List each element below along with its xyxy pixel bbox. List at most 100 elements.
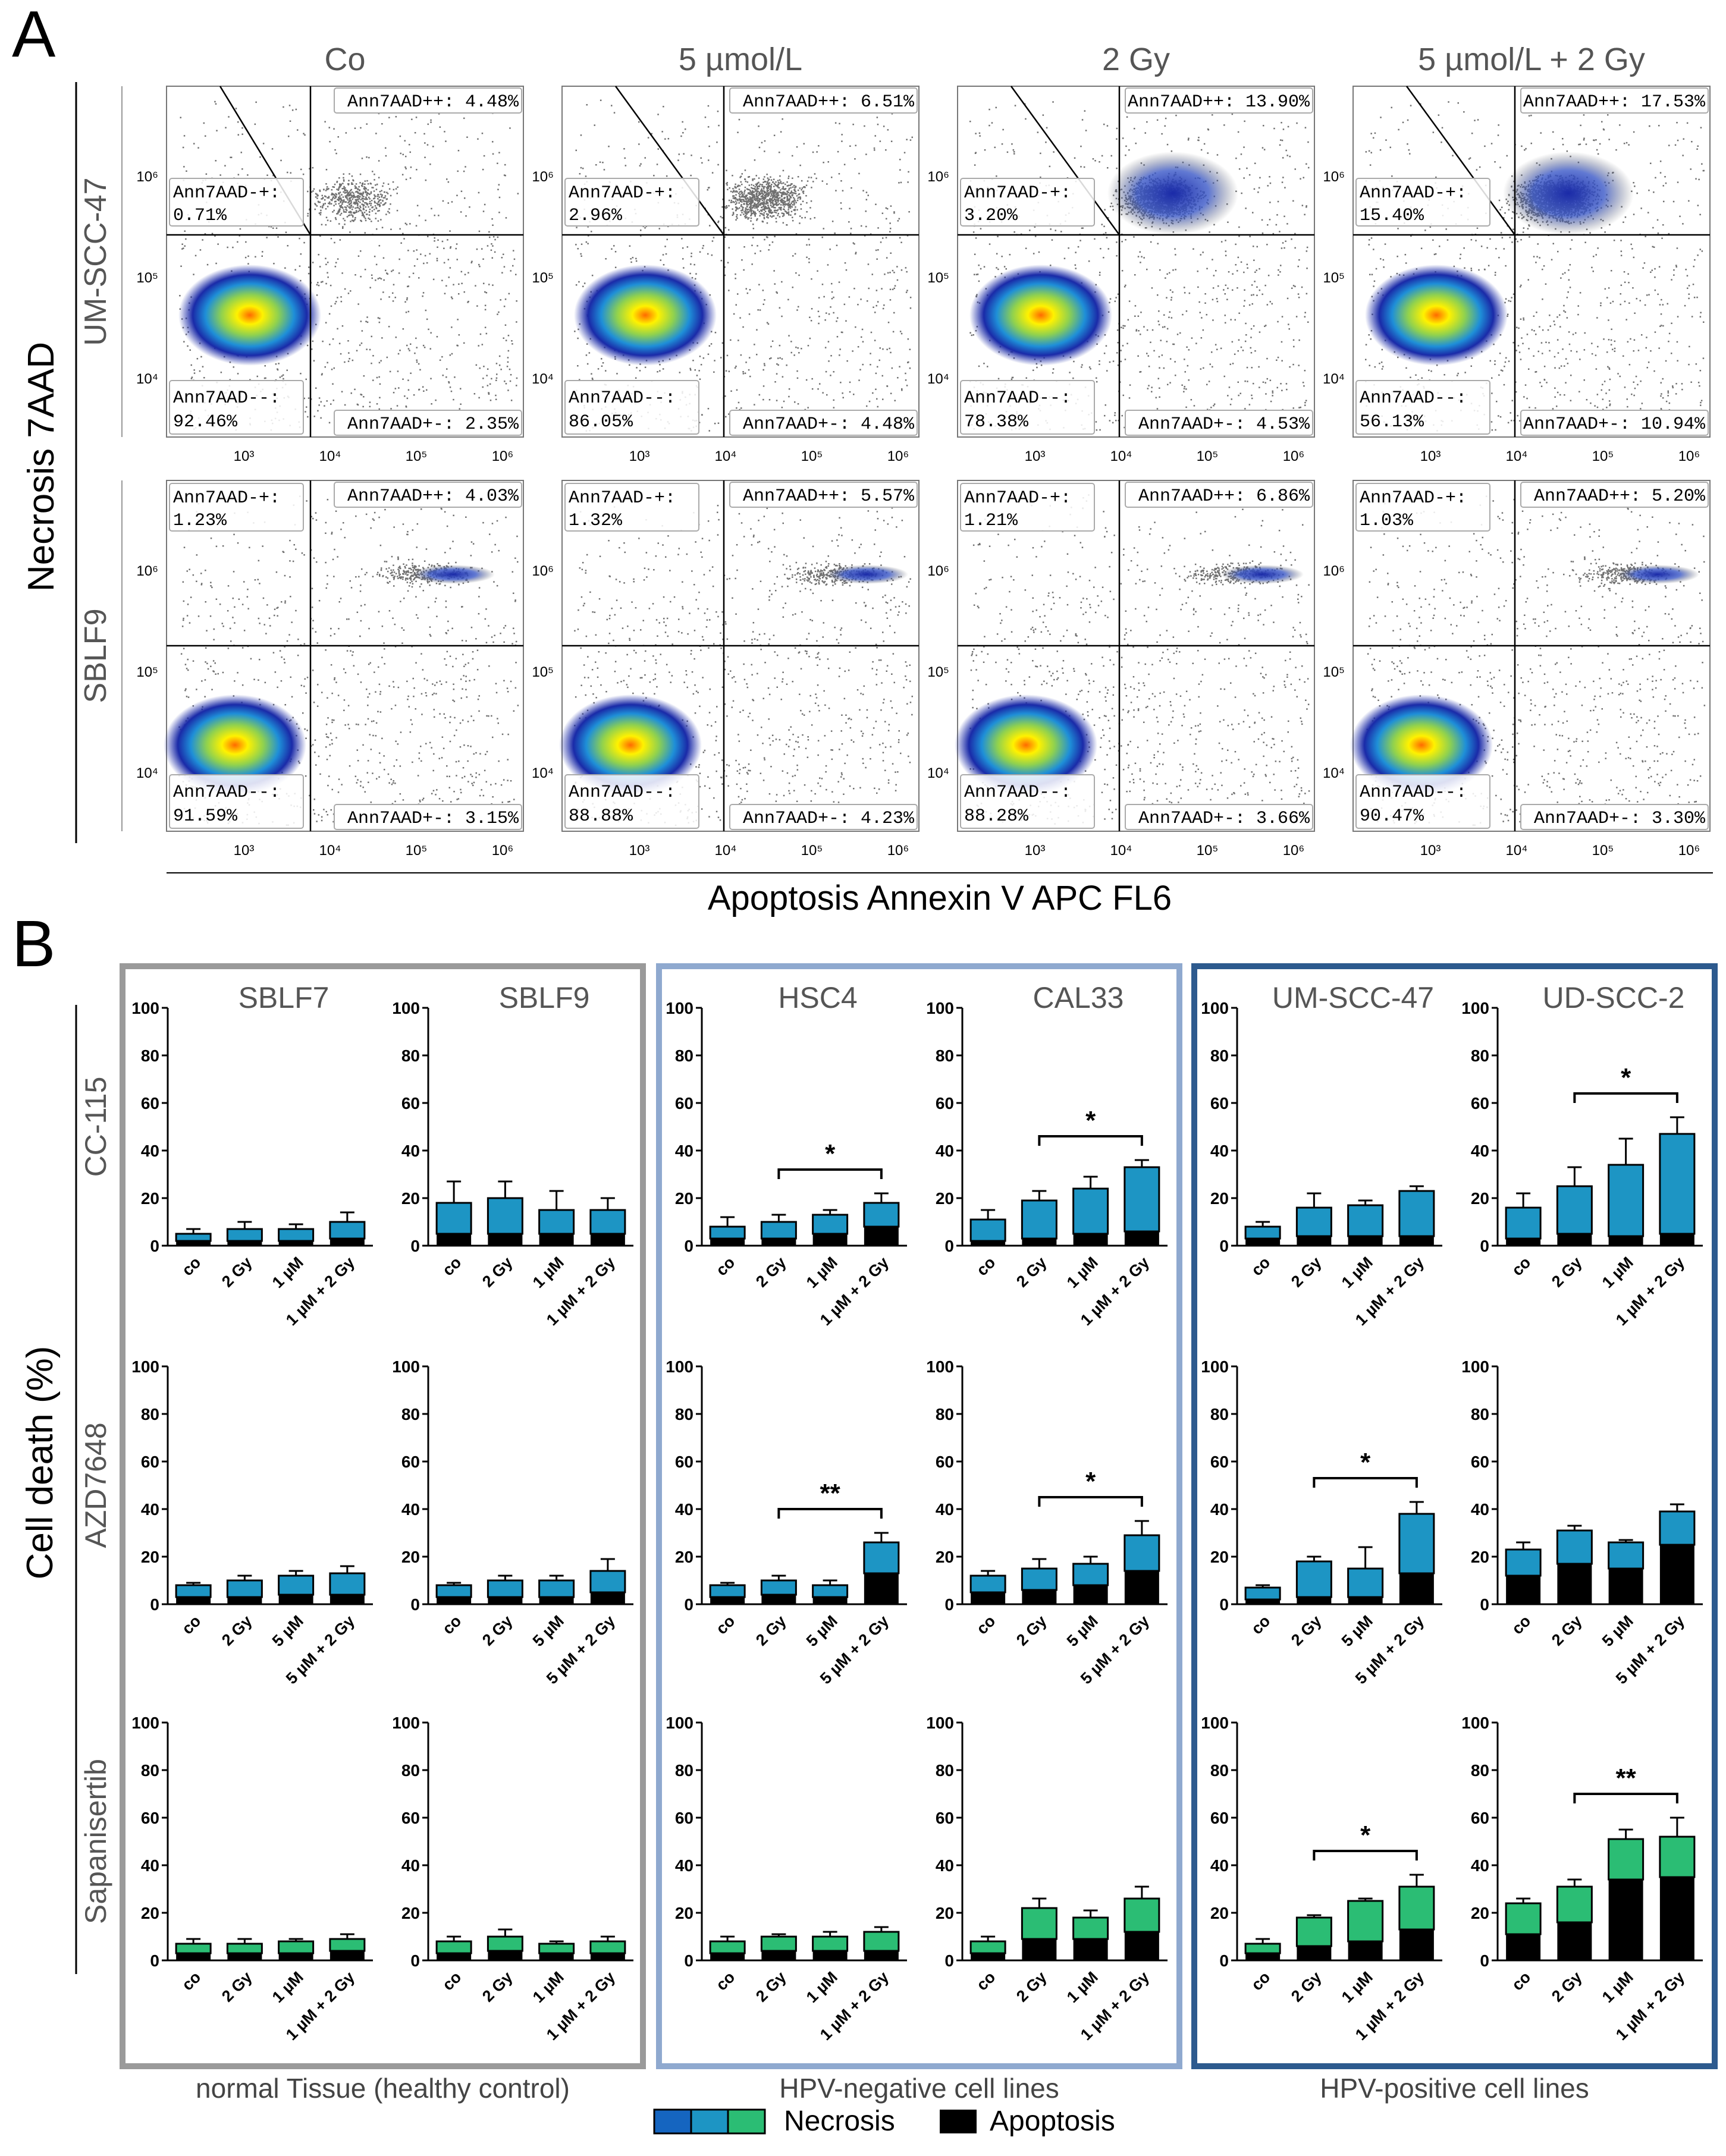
quadrant-upper-left-label: Ann7AAD-+: xyxy=(964,488,1071,508)
y-tick-label: 60 xyxy=(401,1094,420,1112)
bar-necrosis xyxy=(329,1938,366,1952)
bar-apoptosis xyxy=(1022,1939,1057,1960)
y-tick-label: 20 xyxy=(141,1189,159,1208)
x-tick-label: 10⁶ xyxy=(492,843,514,859)
y-tick-label: 80 xyxy=(1471,1405,1489,1423)
y-tick-label: 100 xyxy=(1461,999,1489,1017)
y-tick-label: 0 xyxy=(150,1595,159,1614)
panel-a-y-axis-label: Necrosis 7AAD xyxy=(21,342,62,592)
y-tick-label: 10⁶ xyxy=(1323,563,1345,579)
y-tick-label: 10⁴ xyxy=(136,765,158,781)
x-tick-label: 10⁶ xyxy=(1678,843,1700,859)
y-tick-label: 20 xyxy=(1471,1189,1489,1208)
bar-necrosis xyxy=(969,1574,1006,1594)
plot-frame xyxy=(561,86,920,438)
significance-bracket xyxy=(777,1168,883,1179)
bar-apoptosis xyxy=(1399,1236,1434,1246)
quadrant-upper-left-label: Ann7AAD-+: xyxy=(173,183,280,203)
row-cell-line-label: SBLF9 xyxy=(79,609,113,703)
y-tick-label: 80 xyxy=(1471,1761,1489,1780)
quadrant-lower-left-value: 90.47% xyxy=(1360,806,1424,826)
double-positive-cluster xyxy=(412,565,495,584)
y-tick-label: 40 xyxy=(1471,1856,1489,1875)
significance-bracket xyxy=(1313,1850,1418,1860)
bar-apoptosis xyxy=(437,1953,472,1960)
legend-necrosis-swatch-1 xyxy=(653,2108,692,2135)
quadrant-upper-left-value: 2.96% xyxy=(569,206,623,226)
quadrant-box-lower-left xyxy=(564,380,699,435)
cell-line-title: HSC4 xyxy=(778,981,857,1014)
legend-necrosis-label: Necrosis xyxy=(784,2105,895,2137)
condition-title: Co xyxy=(324,42,365,77)
x-tick-label: 10³ xyxy=(1420,448,1441,464)
y-tick-label: 10⁵ xyxy=(532,270,554,286)
quadrant-upper-right-text: Ann7AAD++: 5.20% xyxy=(1534,486,1706,507)
x-tick-label: 10⁵ xyxy=(1592,843,1614,859)
bar-apoptosis xyxy=(278,1241,313,1246)
significance-bracket xyxy=(777,1508,883,1519)
quadrant-lower-left-value: 92.46% xyxy=(173,412,238,432)
flow-plot: 10⁴ 10⁵ 10⁶ 10³ 10⁴ 10⁵ 10⁶ Ann7AAD-+: 1.23% Ann7… xyxy=(136,480,524,859)
bar-apoptosis xyxy=(1124,1231,1159,1246)
bar-necrosis xyxy=(1659,1836,1696,1878)
bar-apoptosis xyxy=(971,1241,1006,1246)
significance-label: * xyxy=(1360,1448,1371,1477)
bar-apoptosis xyxy=(1297,1946,1332,1960)
quadrant-box-upper-left xyxy=(1355,483,1490,532)
y-tick-label: 10⁵ xyxy=(136,270,158,286)
bar-apoptosis xyxy=(278,1953,313,1960)
cell-line-group-box xyxy=(656,963,1182,2069)
bar-apoptosis xyxy=(539,1597,574,1604)
legend: Necrosis Apoptosis xyxy=(653,2105,1115,2137)
y-tick-label: 40 xyxy=(1471,1500,1489,1519)
significance-bracket xyxy=(1573,1793,1678,1803)
bar-necrosis xyxy=(1347,1567,1384,1598)
y-tick-label: 20 xyxy=(1210,1189,1229,1208)
bar-apoptosis xyxy=(1659,1877,1694,1960)
y-tick-label: 10⁴ xyxy=(532,765,554,781)
y-tick-label: 20 xyxy=(1471,1548,1489,1566)
y-tick-label: 100 xyxy=(392,1357,420,1376)
main-population xyxy=(1350,694,1493,796)
bar-apoptosis xyxy=(1659,1234,1694,1246)
y-tick-label: 20 xyxy=(401,1548,420,1566)
bar-necrosis xyxy=(226,1943,263,1954)
x-tick-label: 10⁵ xyxy=(406,843,428,859)
bar-apoptosis xyxy=(710,1597,745,1604)
bar-apoptosis xyxy=(864,1951,899,1960)
bar-apoptosis xyxy=(1608,1236,1643,1246)
quadrant-box-upper-right xyxy=(334,482,522,508)
quadrant-upper-left-label: Ann7AAD-+: xyxy=(964,183,1071,203)
y-tick-label: 100 xyxy=(1461,1357,1489,1376)
y-tick-label: 40 xyxy=(401,1856,420,1875)
x-tick-label: 10⁴ xyxy=(714,448,736,464)
y-tick-label: 10⁵ xyxy=(1323,270,1345,286)
bar-apoptosis xyxy=(710,1953,745,1960)
bar-apoptosis xyxy=(1399,1929,1434,1960)
condition-title: 2 Gy xyxy=(1102,42,1170,77)
bar-necrosis xyxy=(278,1940,315,1954)
y-tick-label: 10⁴ xyxy=(532,371,554,387)
y-tick-label: 20 xyxy=(936,1904,954,1922)
bar-necrosis xyxy=(1505,1902,1542,1935)
bar-necrosis xyxy=(1347,1204,1384,1237)
quadrant-box-lower-right xyxy=(1520,804,1709,830)
bar-necrosis xyxy=(1608,1164,1645,1237)
quadrant-box-lower-left xyxy=(169,774,304,829)
double-positive-cluster xyxy=(1616,565,1699,584)
y-tick-label: 20 xyxy=(936,1189,954,1208)
bar-apoptosis xyxy=(1506,1576,1541,1604)
y-tick-label: 20 xyxy=(1210,1904,1229,1922)
quadrant-box-lower-right xyxy=(729,410,918,436)
bar-necrosis xyxy=(1295,1560,1332,1598)
bar-necrosis xyxy=(1244,1586,1281,1601)
bar-apoptosis xyxy=(1245,1239,1281,1246)
y-tick-label: 40 xyxy=(1210,1856,1229,1875)
bar-apoptosis xyxy=(176,1241,211,1246)
x-tick-label: 10⁴ xyxy=(714,843,736,859)
quadrant-upper-left-value: 1.21% xyxy=(964,511,1018,531)
gate-diagonal xyxy=(1010,86,1121,235)
y-tick-label: 20 xyxy=(675,1189,693,1208)
y-tick-label: 100 xyxy=(926,999,954,1017)
bar-apoptosis xyxy=(590,1592,625,1604)
